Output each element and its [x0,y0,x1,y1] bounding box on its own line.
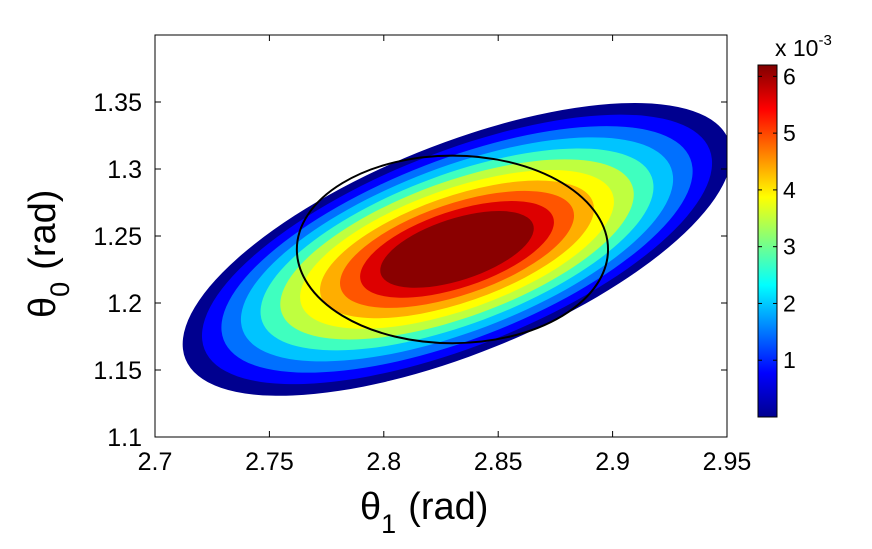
y-axis: 1.1 1.15 1.2 1.25 1.3 1.35 [93,89,727,452]
contour-band [380,211,534,288]
colorbar [758,65,777,417]
x-axis: 2.7 2.75 2.8 2.85 2.9 2.95 [138,35,752,476]
x-tick-label: 2.8 [366,448,401,476]
x-axis-label: θ1 (rad) [360,486,488,539]
reference-ellipse [295,154,610,345]
y-tick-label: 1.25 [93,223,142,251]
colorbar-tick-label: 5 [783,120,796,146]
colorbar-tick-label: 2 [783,290,796,316]
y-tick-label: 1.3 [107,156,142,184]
x-tick-label: 2.7 [138,448,173,476]
colorbar-tick-label: 6 [783,63,796,89]
x-tick-label: 2.9 [595,448,630,476]
y-tick-label: 1.2 [107,290,142,318]
colorbar-axis: 1 2 3 4 5 6 [758,63,796,373]
colorbar-tick-label: 4 [783,177,796,203]
y-axis-label: θ0(rad) [22,190,75,318]
colorbar-frame [757,64,778,418]
contour-field [182,103,727,396]
x-tick-label: 2.95 [703,448,752,476]
y-tick-label: 1.1 [107,424,142,452]
y-tick-label: 1.15 [93,357,142,385]
colorbar-tick-label: 1 [783,347,796,373]
colorbar-tick-label: 3 [783,234,796,260]
x-tick-label: 2.75 [245,448,294,476]
colorbar-multiplier: x 10-3 [775,32,832,61]
y-tick-label: 1.35 [93,89,142,117]
x-tick-label: 2.85 [474,448,523,476]
